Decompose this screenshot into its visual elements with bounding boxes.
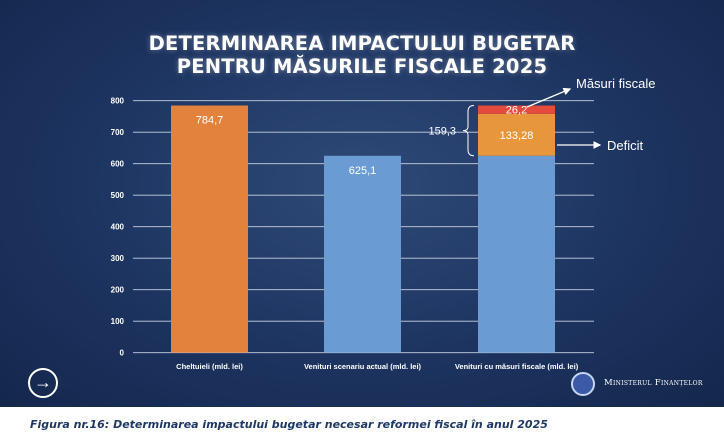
bar-segment xyxy=(478,105,555,114)
y-tick-label: 300 xyxy=(111,254,125,263)
arrow-right-circle-icon[interactable]: → xyxy=(28,368,58,398)
measures-arrow xyxy=(526,87,572,108)
deficit-label: Deficit xyxy=(607,138,644,153)
brace xyxy=(462,105,475,157)
category-label: Venituri cu măsuri fiscale (mld. lei) xyxy=(455,362,579,371)
y-tick-label: 600 xyxy=(111,160,125,169)
bar-segment xyxy=(324,155,401,353)
figure-caption: Figura nr.16: Determinarea impactului bu… xyxy=(30,418,548,431)
y-tick-label: 700 xyxy=(111,128,125,137)
bar-segment xyxy=(171,105,248,353)
bar-chart: 0 100 200 300 400 500 600 700 800 784,7 Cheltuieli… xyxy=(111,76,655,371)
data-label: 133,28 xyxy=(500,130,534,142)
data-label: 625,1 xyxy=(349,165,377,177)
y-tick-label: 500 xyxy=(111,191,125,200)
bar-segment xyxy=(478,155,555,353)
chart-panel: DETERMINAREA IMPACTULUI BUGETAR PENTRU M… xyxy=(0,0,724,407)
measures-label: Măsuri fiscale xyxy=(576,76,655,91)
title-line-1: DETERMINAREA IMPACTULUI BUGETAR xyxy=(148,32,576,55)
chart-title: DETERMINAREA IMPACTULUI BUGETAR PENTRU M… xyxy=(0,32,724,78)
y-tick-label: 0 xyxy=(120,349,125,358)
ministry-name: Ministerul Finanțelor xyxy=(604,378,703,388)
y-tick-label: 800 xyxy=(111,97,125,106)
category-label: Venituri scenariu actual (mld. lei) xyxy=(304,362,422,371)
data-label: 26,2 xyxy=(506,105,527,117)
y-tick-label: 400 xyxy=(111,223,125,232)
brace-total-label: 159,3 xyxy=(428,126,456,138)
title-line-2: PENTRU MĂSURILE FISCALE 2025 xyxy=(176,55,548,78)
category-label: Cheltuieli (mld. lei) xyxy=(176,362,243,371)
y-tick-label: 200 xyxy=(111,286,125,295)
y-tick-label: 100 xyxy=(111,317,125,326)
data-label: 784,7 xyxy=(196,115,224,127)
ministry-logo xyxy=(571,372,595,396)
bar-segment xyxy=(478,113,555,156)
